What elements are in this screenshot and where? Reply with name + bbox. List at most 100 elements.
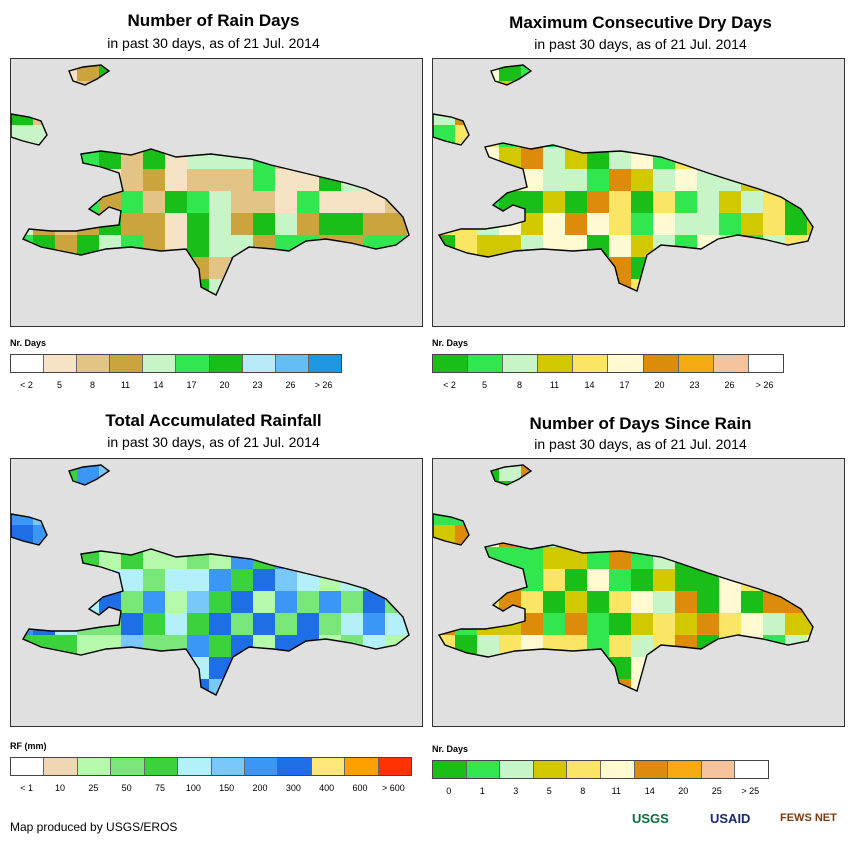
grid-cell (121, 635, 143, 657)
grid-cell (209, 547, 231, 569)
grid-cell (763, 103, 785, 125)
grid-cell (697, 635, 719, 657)
grid-cell (499, 723, 521, 726)
grid-cell (121, 191, 143, 213)
grid-cell (275, 591, 297, 613)
grid-cell (165, 723, 187, 726)
grid-cell (11, 569, 33, 591)
grid-cell (33, 465, 55, 481)
grid-cell (407, 613, 409, 635)
legend-swatch (600, 761, 635, 778)
grid-cell (631, 547, 653, 569)
legend-swatch (143, 355, 177, 372)
grid-cell (11, 323, 33, 326)
grid-cell (587, 613, 609, 635)
grid-cell (33, 591, 55, 613)
grid-cell (565, 613, 587, 635)
grid-cell (231, 591, 253, 613)
grid-cell (719, 613, 741, 635)
grid-cell (143, 279, 165, 295)
grid-cell (319, 657, 341, 679)
grid-cell (807, 569, 813, 591)
grid-cell (587, 679, 609, 691)
grid-cell (609, 81, 631, 103)
grid-cell (33, 569, 55, 591)
grid-cell (499, 279, 521, 291)
legend-label: 3 (513, 786, 519, 796)
grid-cell (807, 613, 813, 635)
grid-cell (785, 81, 807, 103)
map-rain-days (10, 58, 423, 327)
grid-cell (165, 169, 187, 191)
grid-cell (433, 257, 455, 279)
grid-cell (455, 591, 477, 613)
grid-cell (763, 525, 785, 547)
grid-cell (341, 525, 363, 547)
grid-cell (675, 465, 697, 481)
grid-cell (719, 525, 741, 547)
grid-cell (741, 147, 763, 169)
grid-cell (807, 503, 813, 525)
grid-cell (275, 525, 297, 547)
grid-cell (653, 657, 675, 679)
grid-cell (253, 635, 275, 657)
grid-cell (763, 213, 785, 235)
legend-label: 0 (446, 786, 452, 796)
legend-swatch (311, 758, 346, 775)
grid-cell (829, 613, 844, 635)
grid-cell (33, 235, 55, 257)
grid-cell (143, 547, 165, 569)
legend-label: 8 (89, 380, 96, 390)
grid-cell (187, 525, 209, 547)
grid-cell (297, 547, 319, 569)
grid-cell (807, 103, 813, 125)
grid-cell (99, 723, 121, 726)
grid-cell (565, 257, 587, 279)
grid-cell (385, 525, 407, 547)
grid-cell (499, 147, 521, 169)
grid-cell (587, 701, 609, 723)
grid-cell (11, 65, 33, 81)
grid-cell (543, 125, 565, 147)
grid-cell (631, 213, 653, 235)
grid-cell (319, 257, 341, 279)
grid-cell (253, 125, 275, 147)
grid-cell (209, 125, 231, 147)
grid-cell (407, 103, 409, 125)
grid-cell (143, 125, 165, 147)
grid-cell (77, 81, 99, 103)
grid-cell (807, 147, 813, 169)
grid-cell (143, 81, 165, 103)
grid-cell (341, 635, 363, 657)
panel-subtitle: in past 30 days, as of 21 Jul. 2014 (534, 436, 747, 452)
grid-cell (675, 525, 697, 547)
grid-cell (807, 701, 829, 723)
grid-cell (521, 591, 543, 613)
grid-cell (121, 465, 143, 481)
grid-cell (631, 591, 653, 613)
grid-cell (433, 147, 455, 169)
grid-cell (521, 481, 543, 503)
grid-cell (33, 257, 55, 279)
grid-cell (187, 323, 209, 326)
grid-cell (55, 147, 77, 169)
grid-cell (763, 503, 785, 525)
grid-cell (231, 213, 253, 235)
grid-cell (675, 323, 697, 326)
grid-cell (99, 301, 121, 323)
grid-cell (521, 125, 543, 147)
grid-cell (209, 679, 231, 695)
grid-cell (587, 591, 609, 613)
grid-cell (231, 723, 253, 726)
legend-label: 11 (120, 380, 131, 390)
grid-cell (253, 301, 275, 323)
grid-cell (231, 701, 253, 723)
grid-cell (99, 279, 121, 295)
grid-cell (77, 191, 99, 213)
grid-cell (363, 657, 385, 679)
grid-cell (165, 657, 187, 679)
grid-cell (807, 257, 813, 279)
grid-cell (521, 257, 543, 279)
grid-cell (165, 235, 187, 257)
grid-cell (77, 301, 99, 323)
